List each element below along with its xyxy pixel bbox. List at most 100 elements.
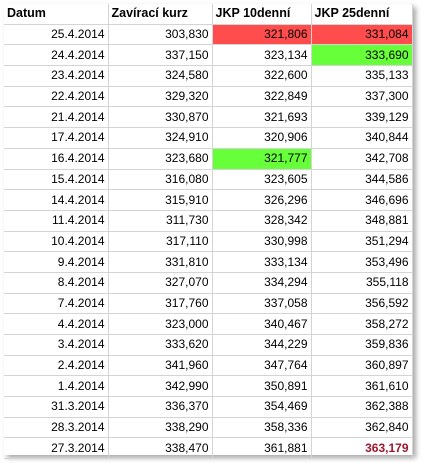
table-row: 7.4.2014 317,760 337,058 356,592 — [4, 293, 413, 315]
cell-sma-25[interactable]: 340,844 — [311, 127, 413, 149]
cell-sma-25[interactable]: 362,840 — [311, 417, 413, 439]
cell-sma-10[interactable]: 330,998 — [212, 231, 312, 253]
cell-closing-price[interactable]: 338,470 — [108, 437, 213, 460]
cell-sma-10[interactable]: 358,336 — [212, 417, 312, 439]
spreadsheet-table: Datum Zavírací kurz JKP 10denní JKP 25de… — [4, 4, 413, 460]
cell-closing-price[interactable]: 333,620 — [108, 334, 213, 356]
cell-sma-25[interactable]: 351,294 — [311, 231, 413, 253]
cell-sma-25[interactable]: 348,881 — [311, 210, 413, 232]
cell-sma-10[interactable]: 344,229 — [212, 334, 312, 356]
cell-sma-25[interactable]: 337,300 — [311, 86, 413, 108]
cell-closing-price[interactable]: 317,760 — [108, 293, 213, 315]
cell-closing-price[interactable]: 341,960 — [108, 355, 213, 377]
cell-sma-10[interactable]: 347,764 — [212, 355, 312, 377]
table-row: 23.4.2014 324,580 322,600 335,133 — [4, 65, 413, 87]
cell-sma-25[interactable]: 353,496 — [311, 251, 413, 273]
cell-sma-25[interactable]: 355,118 — [311, 272, 413, 294]
cell-sma-10[interactable]: 354,469 — [212, 396, 312, 418]
cell-sma-25[interactable]: 363,179 — [311, 437, 413, 460]
cell-sma-25[interactable]: 333,690 — [311, 44, 413, 67]
cell-sma-25[interactable]: 362,388 — [311, 396, 413, 418]
cell-closing-price[interactable]: 329,320 — [108, 86, 213, 108]
header-datum[interactable]: Datum — [4, 4, 109, 25]
header-sma-25[interactable]: JKP 25denní — [311, 4, 413, 25]
cell-sma-10[interactable]: 361,881 — [212, 437, 312, 460]
cell-closing-price[interactable]: 323,680 — [108, 148, 213, 170]
cell-closing-price[interactable]: 324,910 — [108, 127, 213, 149]
table-body: 25.4.2014 303,830 321,806 331,084 24.4.2014 3… — [4, 24, 413, 460]
cell-sma-10[interactable]: 321,693 — [212, 106, 312, 129]
table-row: 14.4.2014 315,910 326,296 346,696 — [4, 189, 413, 211]
cell-closing-price[interactable]: 315,910 — [108, 189, 213, 211]
cell-closing-price[interactable]: 337,150 — [108, 44, 213, 67]
cell-date[interactable]: 4.4.2014 — [4, 313, 109, 335]
table-row: 28.3.2014 338,290 358,336 362,840 — [4, 417, 413, 439]
cell-date[interactable]: 17.4.2014 — [4, 127, 109, 149]
cell-date[interactable]: 11.4.2014 — [4, 210, 109, 232]
cell-closing-price[interactable]: 317,110 — [108, 231, 213, 253]
cell-sma-10[interactable]: 328,342 — [212, 210, 312, 232]
cell-sma-10[interactable]: 334,294 — [212, 272, 312, 294]
cell-date[interactable]: 28.3.2014 — [4, 417, 109, 439]
cell-closing-price[interactable]: 338,290 — [108, 417, 213, 439]
cell-sma-10[interactable]: 323,605 — [212, 169, 312, 191]
cell-date[interactable]: 9.4.2014 — [4, 251, 109, 273]
table-row: 31.3.2014 336,370 354,469 362,388 — [4, 396, 413, 418]
cell-closing-price[interactable]: 330,870 — [108, 106, 213, 129]
cell-sma-25[interactable]: 356,592 — [311, 293, 413, 315]
cell-date[interactable]: 10.4.2014 — [4, 231, 109, 253]
cell-sma-25[interactable]: 331,084 — [311, 24, 413, 46]
cell-sma-25[interactable]: 358,272 — [311, 313, 413, 335]
cell-sma-10[interactable]: 322,600 — [212, 65, 312, 87]
cell-closing-price[interactable]: 303,830 — [108, 24, 213, 46]
cell-sma-10[interactable]: 321,777 — [212, 148, 312, 170]
cell-sma-25[interactable]: 346,696 — [311, 189, 413, 211]
cell-sma-25[interactable]: 339,129 — [311, 106, 413, 129]
cell-sma-25[interactable]: 335,133 — [311, 65, 413, 87]
cell-sma-10[interactable]: 337,058 — [212, 293, 312, 315]
cell-sma-10[interactable]: 340,467 — [212, 313, 312, 335]
cell-date[interactable]: 25.4.2014 — [4, 24, 109, 46]
header-sma-10[interactable]: JKP 10denní — [212, 4, 312, 25]
cell-date[interactable]: 31.3.2014 — [4, 396, 109, 418]
cell-date[interactable]: 2.4.2014 — [4, 355, 109, 377]
cell-date[interactable]: 23.4.2014 — [4, 65, 109, 87]
cell-sma-25[interactable]: 342,708 — [311, 148, 413, 170]
cell-date[interactable]: 1.4.2014 — [4, 375, 109, 398]
cell-closing-price[interactable]: 336,370 — [108, 396, 213, 418]
header-row: Datum Zavírací kurz JKP 10denní JKP 25de… — [4, 4, 413, 25]
cell-date[interactable]: 8.4.2014 — [4, 272, 109, 294]
cell-date[interactable]: 7.4.2014 — [4, 293, 109, 315]
cell-closing-price[interactable]: 324,580 — [108, 65, 213, 87]
cell-sma-10[interactable]: 322,849 — [212, 86, 312, 108]
cell-sma-10[interactable]: 350,891 — [212, 375, 312, 398]
cell-closing-price[interactable]: 342,990 — [108, 375, 213, 398]
cell-date[interactable]: 3.4.2014 — [4, 334, 109, 356]
cell-closing-price[interactable]: 323,000 — [108, 313, 213, 335]
header-closing-price[interactable]: Zavírací kurz — [108, 4, 213, 25]
cell-closing-price[interactable]: 311,730 — [108, 210, 213, 232]
table-row: 1.4.2014 342,990 350,891 361,610 — [4, 375, 413, 398]
cell-sma-10[interactable]: 321,806 — [212, 24, 312, 46]
cell-sma-10[interactable]: 326,296 — [212, 189, 312, 211]
cell-closing-price[interactable]: 316,080 — [108, 169, 213, 191]
cell-date[interactable]: 21.4.2014 — [4, 106, 109, 129]
cell-sma-10[interactable]: 333,134 — [212, 251, 312, 273]
cell-date[interactable]: 15.4.2014 — [4, 169, 109, 191]
table-row: 4.4.2014 323,000 340,467 358,272 — [4, 313, 413, 335]
table-row: 8.4.2014 327,070 334,294 355,118 — [4, 272, 413, 294]
cell-sma-10[interactable]: 323,134 — [212, 44, 312, 67]
cell-date[interactable]: 16.4.2014 — [4, 148, 109, 170]
cell-sma-25[interactable]: 359,836 — [311, 334, 413, 356]
cell-date[interactable]: 27.3.2014 — [4, 437, 109, 460]
cell-closing-price[interactable]: 331,810 — [108, 251, 213, 273]
cell-date[interactable]: 22.4.2014 — [4, 86, 109, 108]
cell-date[interactable]: 14.4.2014 — [4, 189, 109, 211]
cell-sma-25[interactable]: 360,897 — [311, 355, 413, 377]
cell-date[interactable]: 24.4.2014 — [4, 44, 109, 67]
cell-sma-25[interactable]: 361,610 — [311, 375, 413, 398]
cell-closing-price[interactable]: 327,070 — [108, 272, 213, 294]
cell-sma-10[interactable]: 320,906 — [212, 127, 312, 149]
cell-sma-25[interactable]: 344,586 — [311, 169, 413, 191]
table-row: 24.4.2014 337,150 323,134 333,690 — [4, 44, 413, 67]
